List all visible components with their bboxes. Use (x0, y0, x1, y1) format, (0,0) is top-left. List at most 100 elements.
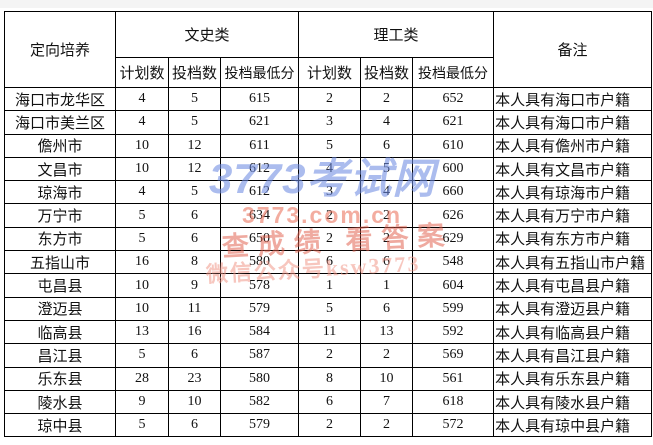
remark-cell: 本人具有文昌市户籍 (493, 156, 653, 182)
ws-toudang-cell: 12 (168, 156, 221, 182)
region-cell: 文昌市 (4, 156, 116, 182)
ws-min-cell: 621 (219, 110, 300, 135)
ws-min-cell: 579 (219, 296, 300, 321)
ws-min-cell: 611 (219, 133, 300, 158)
header-ws-toudang: 投档数 (168, 57, 221, 88)
ws-plan-cell: 10 (115, 273, 169, 298)
lg-min-cell: 626 (412, 203, 495, 228)
lg-toudang-cell: 13 (360, 319, 414, 345)
region-cell: 万宁市 (4, 203, 116, 228)
table-row: 乐东县 28 23 580 8 10 561 本人具有乐东县户籍 (4, 366, 653, 391)
ws-min-cell: 634 (219, 203, 300, 228)
ws-toudang-cell: 6 (168, 413, 221, 438)
lg-plan-cell: 6 (298, 250, 362, 275)
ws-min-cell: 650 (219, 226, 300, 252)
ws-plan-cell: 5 (115, 413, 169, 438)
header-ws-min: 投档最低分 (219, 57, 300, 88)
ws-toudang-cell: 16 (168, 319, 221, 345)
lg-toudang-cell: 2 (360, 226, 414, 252)
table-row: 琼海市 4 5 612 3 4 660 本人具有琼海市户籍 (4, 180, 653, 205)
lg-min-cell: 660 (412, 180, 495, 205)
ws-toudang-cell: 5 (168, 180, 221, 205)
lg-plan-cell: 3 (298, 110, 362, 135)
region-cell: 海口市美兰区 (4, 110, 116, 135)
lg-toudang-cell: 7 (360, 389, 414, 415)
ws-min-cell: 612 (219, 180, 300, 205)
ws-plan-cell: 4 (115, 86, 169, 112)
lg-min-cell: 569 (412, 343, 495, 368)
ws-plan-cell: 9 (115, 389, 169, 415)
ws-plan-cell: 5 (115, 226, 169, 252)
ws-min-cell: 612 (219, 156, 300, 182)
remark-cell: 本人具有琼中县户籍 (493, 413, 653, 438)
lg-toudang-cell: 2 (360, 343, 414, 368)
table-row: 东方市 5 6 650 2 2 629 本人具有东方市户籍 (4, 226, 653, 252)
remark-cell: 本人具有临高县户籍 (493, 319, 653, 345)
remark-cell: 本人具有儋州市户籍 (493, 133, 653, 158)
ws-plan-cell: 5 (115, 343, 169, 368)
lg-toudang-cell: 6 (360, 296, 414, 321)
table-body: 海口市龙华区 4 5 615 2 2 652 本人具有海口市户籍 海口市美兰区 … (4, 86, 653, 438)
remark-cell: 本人具有海口市户籍 (493, 110, 653, 135)
region-cell: 乐东县 (4, 366, 116, 391)
lg-plan-cell: 2 (298, 86, 362, 112)
ws-toudang-cell: 6 (168, 203, 221, 228)
region-cell: 五指山市 (4, 250, 116, 275)
table-row: 五指山市 16 8 580 6 6 548 本人具有五指山市户籍 (4, 250, 653, 275)
ws-min-cell: 582 (219, 389, 300, 415)
remark-cell: 本人具有琼海市户籍 (493, 180, 653, 205)
lg-toudang-cell: 4 (360, 180, 414, 205)
ws-plan-cell: 4 (115, 110, 169, 135)
lg-toudang-cell: 10 (360, 366, 414, 391)
lg-min-cell: 610 (412, 133, 495, 158)
lg-plan-cell: 2 (298, 413, 362, 438)
ws-plan-cell: 10 (115, 156, 169, 182)
header-lg-plan: 计划数 (298, 57, 362, 88)
ws-toudang-cell: 8 (168, 250, 221, 275)
remark-cell: 本人具有海口市户籍 (493, 86, 653, 112)
ws-min-cell: 580 (219, 250, 300, 275)
lg-min-cell: 592 (412, 319, 495, 345)
ws-toudang-cell: 11 (168, 296, 221, 321)
remark-cell: 本人具有万宁市户籍 (493, 203, 653, 228)
region-cell: 琼中县 (4, 413, 116, 438)
ws-min-cell: 615 (219, 86, 300, 112)
remark-cell: 本人具有陵水县户籍 (493, 389, 653, 415)
region-cell: 琼海市 (4, 180, 116, 205)
ws-toudang-cell: 12 (168, 133, 221, 158)
region-cell: 东方市 (4, 226, 116, 252)
ws-plan-cell: 5 (115, 203, 169, 228)
table-row: 儋州市 10 12 611 5 6 610 本人具有儋州市户籍 (4, 133, 653, 158)
remark-cell: 本人具有澄迈县户籍 (493, 296, 653, 321)
ws-toudang-cell: 6 (168, 226, 221, 252)
table-row: 海口市美兰区 4 5 621 3 4 621 本人具有海口市户籍 (4, 110, 653, 135)
table-row: 昌江县 5 6 587 2 2 569 本人具有昌江县户籍 (4, 343, 653, 368)
region-cell: 临高县 (4, 319, 116, 345)
ws-min-cell: 587 (219, 343, 300, 368)
ws-min-cell: 580 (219, 366, 300, 391)
table-row: 临高县 13 16 584 11 13 592 本人具有临高县户籍 (4, 319, 653, 345)
region-cell: 屯昌县 (4, 273, 116, 298)
lg-min-cell: 561 (412, 366, 495, 391)
lg-plan-cell: 2 (298, 203, 362, 228)
lg-plan-cell: 5 (298, 133, 362, 158)
lg-min-cell: 604 (412, 273, 495, 298)
lg-plan-cell: 4 (298, 156, 362, 182)
header-ws-plan: 计划数 (115, 57, 169, 88)
ws-toudang-cell: 10 (168, 389, 221, 415)
table-header: 定向培养 文史类 理工类 备注 计划数 投档数 投档最低分 计划数 投档数 投档… (4, 11, 653, 88)
lg-min-cell: 618 (412, 389, 495, 415)
lg-min-cell: 621 (412, 110, 495, 135)
lg-toudang-cell: 2 (360, 413, 414, 438)
remark-cell: 本人具有乐东县户籍 (493, 366, 653, 391)
lg-toudang-cell: 1 (360, 273, 414, 298)
region-cell: 陵水县 (4, 389, 116, 415)
ws-toudang-cell: 5 (168, 86, 221, 112)
lg-toudang-cell: 2 (360, 86, 414, 112)
ws-plan-cell: 16 (115, 250, 169, 275)
header-group-row: 定向培养 文史类 理工类 备注 (4, 11, 653, 88)
lg-toudang-cell: 2 (360, 203, 414, 228)
table-row: 屯昌县 10 9 578 1 1 604 本人具有屯昌县户籍 (4, 273, 653, 298)
ws-toudang-cell: 6 (168, 343, 221, 368)
lg-min-cell: 572 (412, 413, 495, 438)
